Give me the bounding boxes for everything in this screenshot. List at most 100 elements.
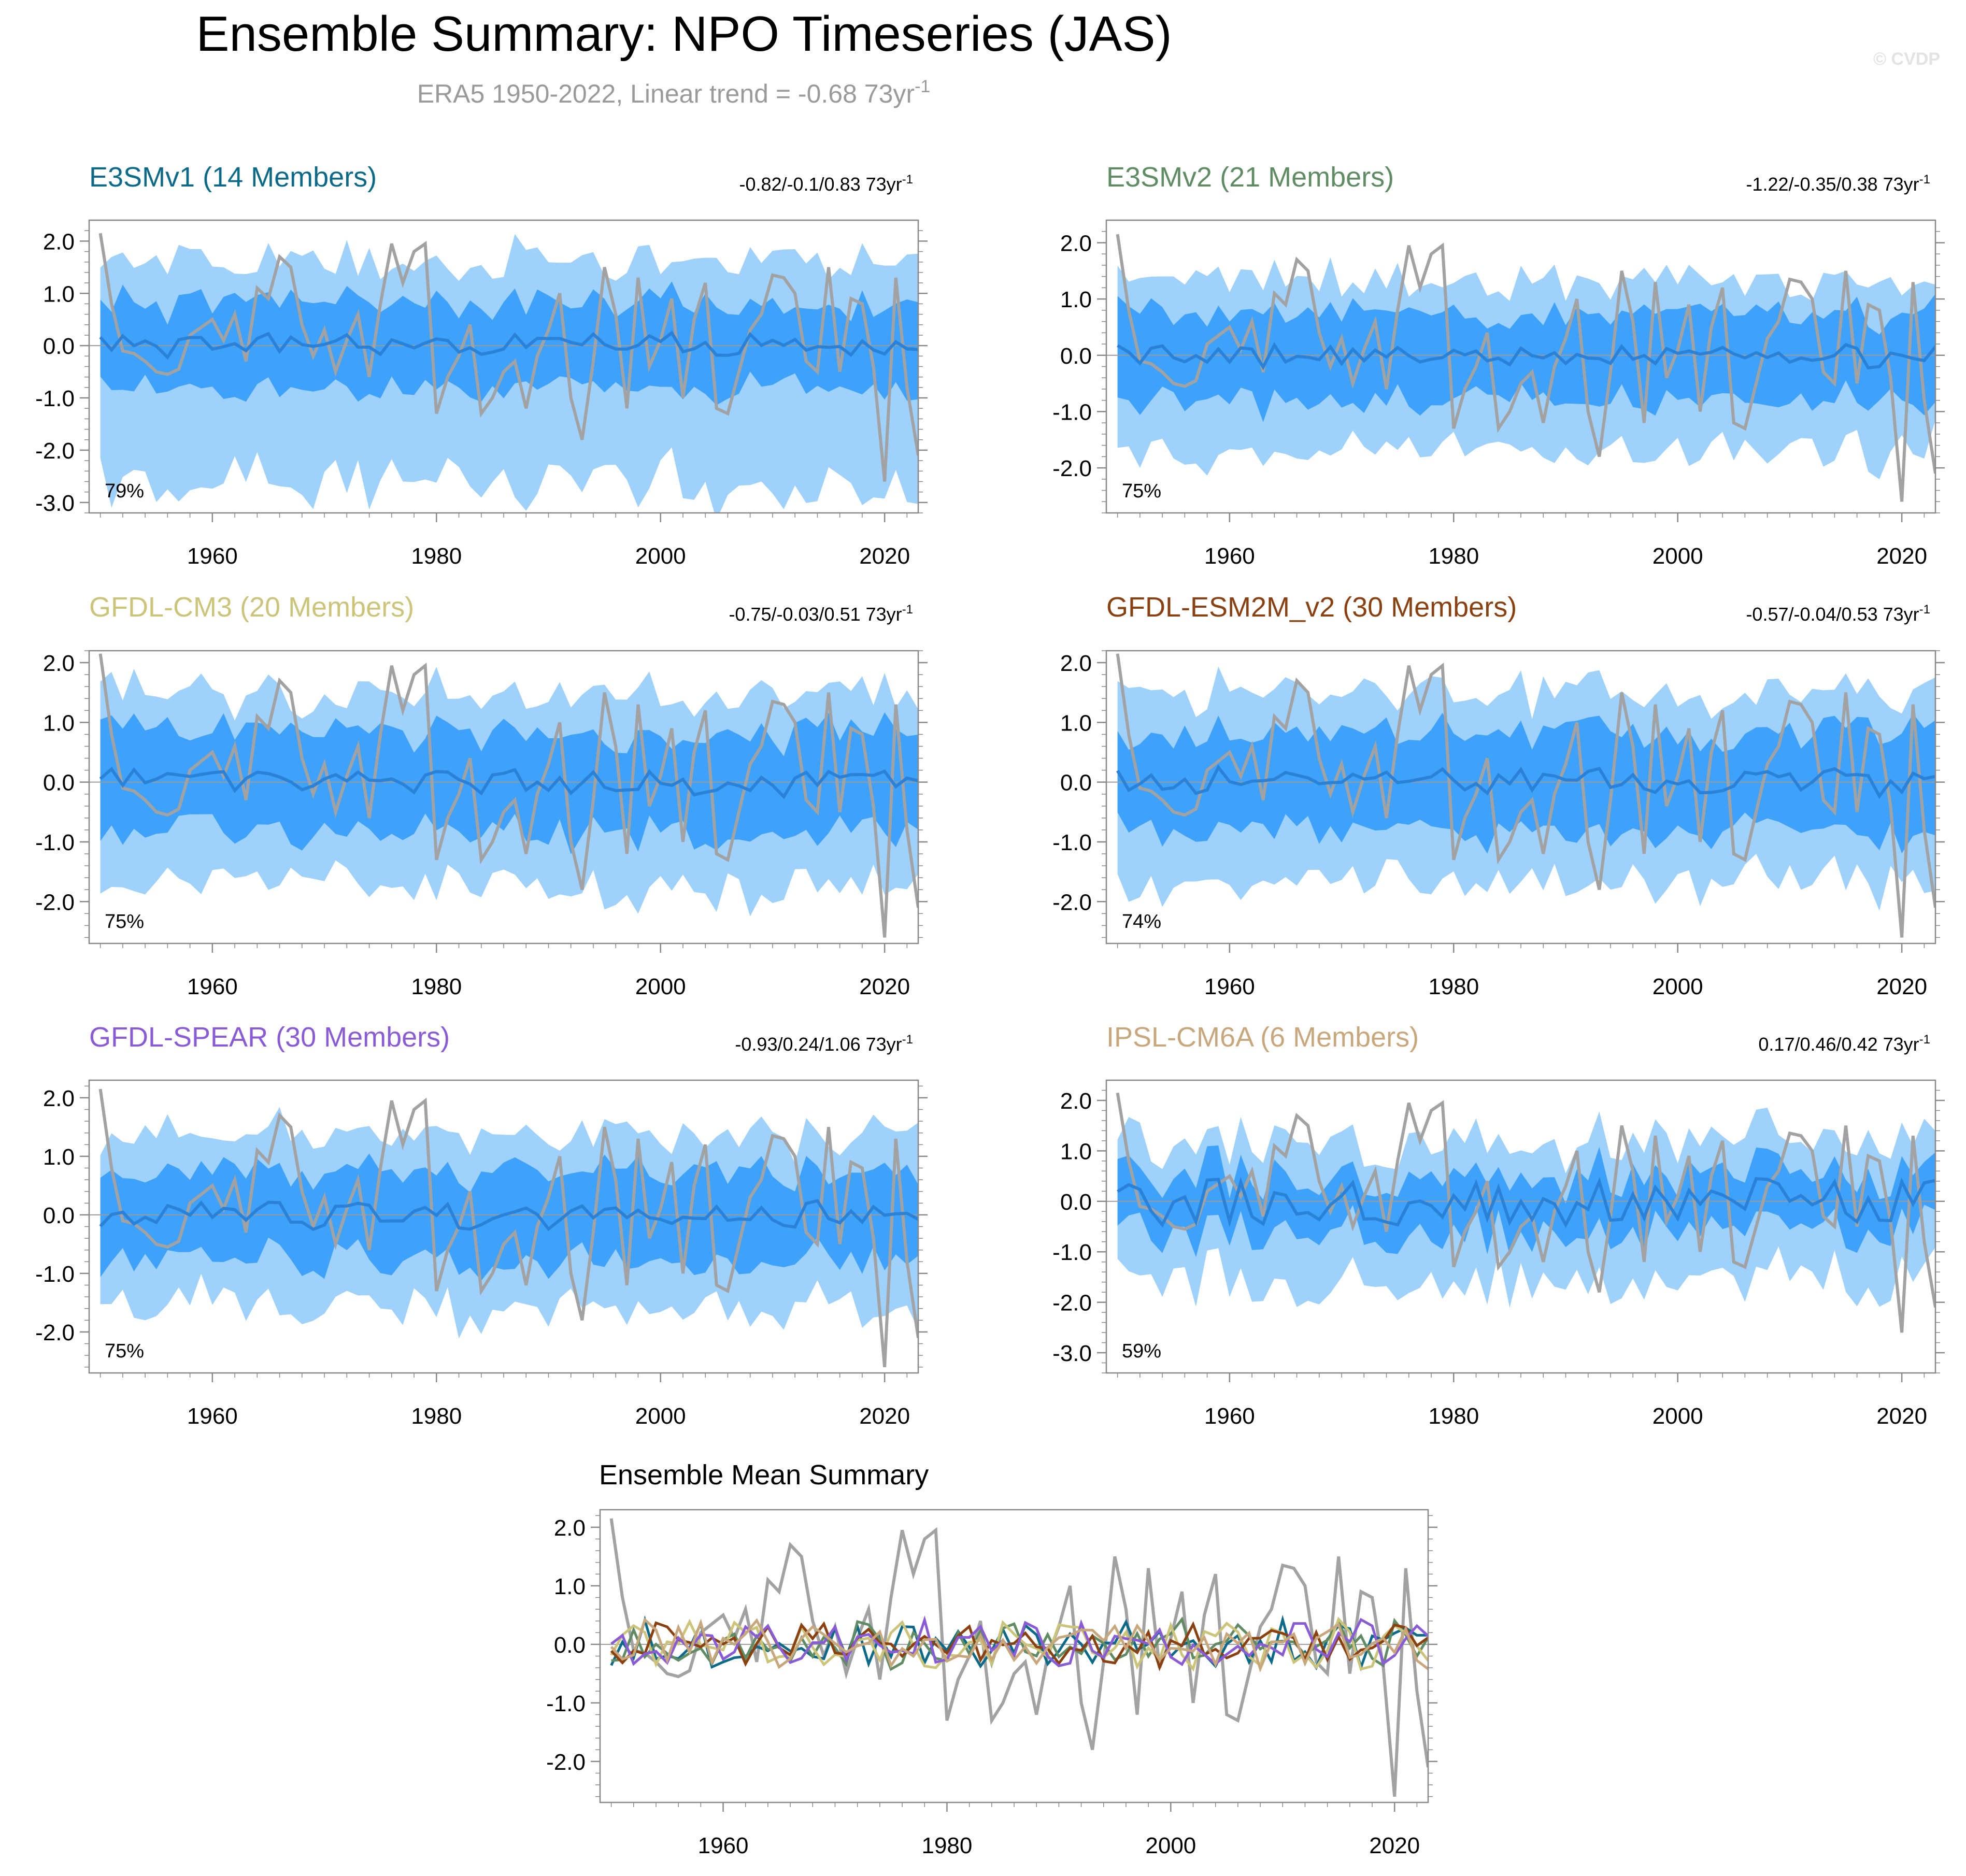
- xtick-label: 1980: [411, 1404, 462, 1429]
- xtick-label: 2020: [859, 543, 910, 569]
- xtick-label: 2020: [859, 1404, 910, 1429]
- ensemble-mean-line: [1117, 1177, 1935, 1228]
- ytick-label: -2.0: [35, 438, 75, 464]
- xtick-label: 2000: [635, 974, 686, 999]
- xtick-label: 1960: [187, 1404, 238, 1429]
- ytick-label: -2.0: [35, 1320, 75, 1345]
- plot-area: [1106, 234, 1935, 502]
- panel-gfdl-spear: 75% GFDL-SPEAR (30 Members) -0.93/0.24/1.0…: [35, 1022, 928, 1429]
- ytick-label: 1.0: [43, 281, 75, 307]
- trend-label: -0.93/0.24/1.06 73yr-1: [735, 1033, 913, 1055]
- xtick-label: 1980: [1428, 543, 1479, 569]
- ytick-label: -2.0: [1052, 1291, 1092, 1316]
- trend-value: -0.93/0.24/1.06 73yr: [735, 1034, 902, 1055]
- cvdp-watermark: © CVDP: [1873, 49, 1940, 69]
- plot-area: [89, 1089, 918, 1367]
- xtick-label: 1960: [698, 1833, 749, 1858]
- xtick-label: 2000: [1145, 1833, 1196, 1858]
- ytick-label: -2.0: [546, 1750, 586, 1775]
- ytick-label: -1.0: [1052, 399, 1092, 425]
- xtick-label: 2000: [1652, 974, 1703, 999]
- trend-value: -0.82/-0.1/0.83 73yr: [739, 174, 902, 195]
- ytick-label: 2.0: [554, 1515, 586, 1541]
- ytick-label: 2.0: [43, 229, 75, 254]
- ytick-label: -1.0: [35, 386, 75, 411]
- panel-title: E3SMv1 (14 Members): [89, 162, 377, 193]
- xtick-label: 2020: [1876, 1404, 1927, 1429]
- ensemble-mean-line: [1117, 342, 1935, 370]
- ytick-label: -1.0: [1052, 1240, 1092, 1265]
- xtick-label: 2000: [1652, 543, 1703, 569]
- ytick-label: 2.0: [1060, 231, 1092, 256]
- xtick-label: 1980: [411, 974, 462, 999]
- trend-value: -0.57/-0.04/0.53 73yr: [1746, 604, 1919, 625]
- trend-label: -0.82/-0.1/0.83 73yr-1: [739, 173, 913, 195]
- panel-title: GFDL-ESM2M_v2 (30 Members): [1106, 592, 1517, 623]
- xtick-label: 1980: [411, 543, 462, 569]
- panel-title: Ensemble Mean Summary: [599, 1459, 929, 1491]
- ytick-label: -2.0: [35, 890, 75, 915]
- ensemble-mean-line: [99, 330, 918, 360]
- xtick-label: 1960: [187, 974, 238, 999]
- ytick-label: 0.0: [1060, 770, 1092, 796]
- xtick-label: 1980: [1428, 1404, 1479, 1429]
- ytick-label: -3.0: [35, 491, 75, 516]
- trend-value: -0.75/-0.03/0.51 73yr: [729, 604, 902, 625]
- ytick-label: 1.0: [1060, 287, 1092, 312]
- figure-subtitle: ERA5 1950-2022, Linear trend = -0.68 73y…: [417, 77, 931, 108]
- panel-title: IPSL-CM6A (6 Members): [1106, 1022, 1419, 1053]
- trend-superscript: -1: [902, 603, 913, 617]
- trend-superscript: -1: [1919, 603, 1930, 617]
- panels-layer: 79% E3SMv1 (14 Members) -0.82/-0.1/0.83 73…: [35, 162, 1945, 1858]
- series-line-gfdl-cm3: [610, 1616, 1428, 1672]
- percent-label: 79%: [105, 480, 144, 502]
- trend-superscript: -1: [1919, 1033, 1930, 1047]
- ytick-label: -2.0: [1052, 890, 1092, 915]
- ytick-label: 1.0: [1060, 710, 1092, 736]
- ytick-label: 1.0: [43, 1144, 75, 1170]
- xtick-label: 2000: [1652, 1404, 1703, 1429]
- ytick-label: 0.0: [554, 1632, 586, 1658]
- ytick-label: 0.0: [1060, 343, 1092, 369]
- xtick-label: 2000: [635, 543, 686, 569]
- panel-ensemble-mean-summary: Ensemble Mean Summary 2.0 1.0 0.0 -1.0 -2.0 19…: [546, 1459, 1437, 1858]
- xtick-label: 2000: [635, 1404, 686, 1429]
- xtick-label: 1960: [1204, 974, 1255, 999]
- ensemble-mean-line: [99, 766, 918, 799]
- obs-line: [98, 233, 918, 482]
- plot-area: [1106, 1092, 1935, 1333]
- panel-gfdl-cm3: 75% GFDL-CM3 (20 Members) -0.75/-0.03/0.51…: [35, 592, 928, 999]
- xtick-label: 1960: [187, 543, 238, 569]
- series-line-gfdl-spear: [610, 1615, 1428, 1668]
- obs-line: [1116, 1092, 1935, 1333]
- xtick-label: 2020: [1876, 974, 1927, 999]
- xtick-label: 1980: [1428, 974, 1479, 999]
- plot-area: [1106, 653, 1935, 938]
- percent-label: 59%: [1122, 1340, 1161, 1362]
- plot-area: [600, 1518, 1428, 1797]
- trend-superscript: -1: [1919, 173, 1930, 187]
- percent-label: 75%: [105, 911, 144, 933]
- percent-label: 75%: [1122, 480, 1161, 502]
- xtick-label: 1960: [1204, 543, 1255, 569]
- ytick-label: 0.0: [43, 1203, 75, 1228]
- ytick-label: 2.0: [43, 1086, 75, 1111]
- ytick-label: -2.0: [1052, 456, 1092, 481]
- panel-title: GFDL-CM3 (20 Members): [89, 592, 414, 623]
- panel-title: E3SMv2 (21 Members): [1106, 162, 1394, 193]
- series-line-gfdl-esm2m-v2: [610, 1621, 1428, 1671]
- ytick-label: -1.0: [35, 1262, 75, 1287]
- obs-line: [1116, 234, 1935, 502]
- ytick-label: -1.0: [546, 1691, 586, 1716]
- ensemble-mean-line: [1116, 764, 1935, 799]
- percent-label: 75%: [105, 1340, 144, 1362]
- ytick-label: -1.0: [1052, 830, 1092, 855]
- trend-value: 0.17/0.46/0.42 73yr: [1758, 1034, 1919, 1055]
- panel-e3smv1: 79% E3SMv1 (14 Members) -0.82/-0.1/0.83 73…: [35, 162, 928, 569]
- xtick-label: 2020: [1876, 543, 1927, 569]
- trend-label: -0.75/-0.03/0.51 73yr-1: [729, 603, 913, 625]
- percent-label: 74%: [1122, 911, 1161, 933]
- panel-gfdl-esm2m-v2: 74% GFDL-ESM2M_v2 (30 Members) -0.57/-0.04…: [1052, 592, 1945, 999]
- ensemble-mean-line: [99, 1199, 918, 1231]
